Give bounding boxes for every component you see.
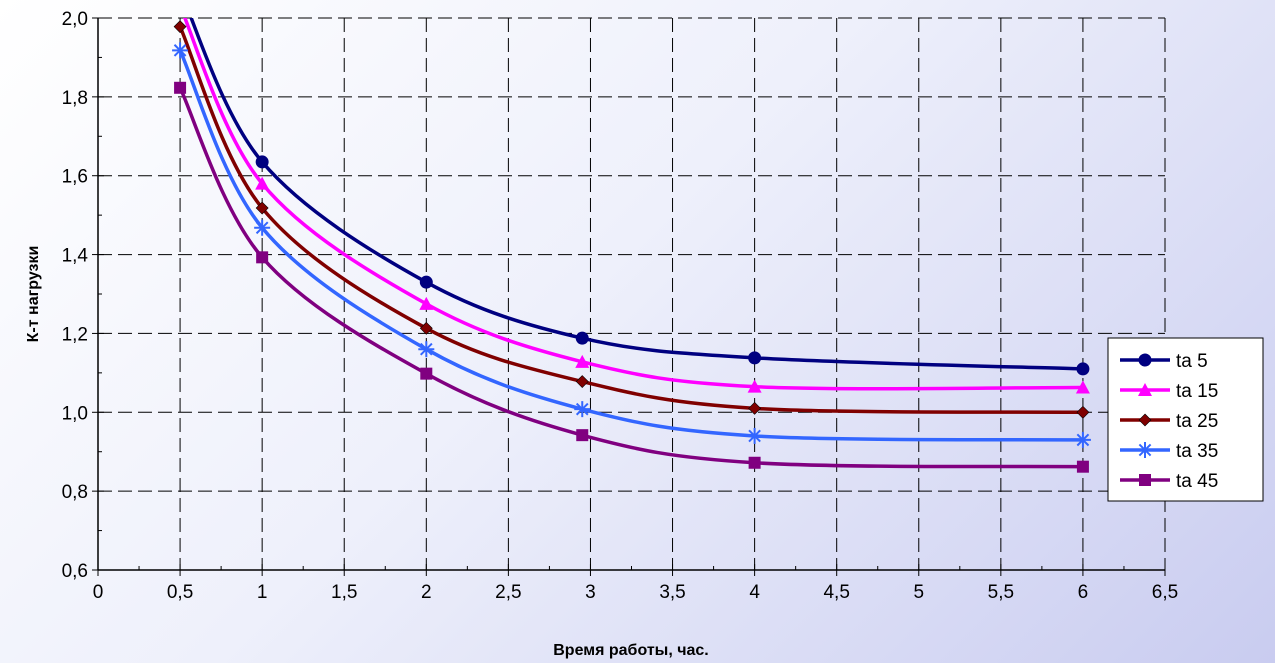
- x-tick-label: 6: [1078, 582, 1089, 603]
- x-tick-label: 3,5: [659, 582, 685, 603]
- data-point: [255, 201, 269, 215]
- legend: ta 5 ta 15 ta 25 ta 35 ta 45: [1107, 337, 1264, 502]
- legend-item: ta 25: [1120, 411, 1218, 432]
- legend-label: ta 15: [1176, 381, 1218, 402]
- data-point: [1076, 460, 1089, 473]
- x-tick-label: 2,5: [495, 582, 521, 603]
- y-tick-label: 1,4: [62, 246, 89, 267]
- y-axis-title: К-т нагрузки: [25, 246, 42, 343]
- y-tick-label: 2,0: [62, 9, 88, 30]
- x-tick-label: 0,5: [167, 582, 193, 603]
- x-tick-label: 2: [421, 582, 432, 603]
- series-line-2: [183, 18, 1083, 391]
- x-tick-labels: 0 0,5 1 1,5 2 2,5 3 3,5 4 4,5 5 5,5 6 6,5: [93, 582, 1179, 603]
- legend-label: ta 25: [1176, 411, 1218, 432]
- data-point: [254, 219, 271, 236]
- plot-area: [98, 18, 1165, 570]
- y-tick-label: 0,8: [62, 482, 88, 503]
- data-point: [172, 42, 189, 59]
- grid-lines: [98, 17, 1166, 570]
- y-tick-label: 1,0: [62, 403, 88, 424]
- data-point: [576, 429, 589, 442]
- series-line-5: [178, 87, 1083, 469]
- legend-item: ta 15: [1120, 381, 1218, 402]
- y-tick-label: 0,6: [62, 561, 88, 582]
- legend-label: ta 5: [1176, 351, 1208, 372]
- series-line-1: [189, 18, 1083, 371]
- data-point: [748, 456, 761, 469]
- data-point: [173, 20, 187, 34]
- series-line-3: [178, 25, 1083, 415]
- legend-marker: [1138, 413, 1152, 427]
- x-tick-label: 0: [93, 582, 104, 603]
- data-point: [574, 401, 591, 418]
- data-point: [1076, 362, 1090, 376]
- data-point: [1076, 405, 1090, 419]
- y-tick-label: 1,2: [62, 324, 88, 345]
- data-point: [1075, 380, 1090, 394]
- legend-marker: [1139, 474, 1151, 486]
- x-tick-label: 5,5: [988, 582, 1014, 603]
- legend-item: ta 5: [1120, 351, 1208, 372]
- data-point: [255, 155, 269, 169]
- y-tick-labels: 0,6 0,8 1,0 1,2 1,4 1,6 1,8 2,0: [62, 9, 89, 582]
- y-tick-label: 1,8: [62, 88, 88, 109]
- legend-label: ta 35: [1176, 441, 1218, 462]
- x-tick-label: 3: [585, 582, 596, 603]
- y-tick-label: 1,6: [62, 167, 88, 188]
- data-point: [748, 401, 762, 415]
- legend-marker: [1138, 353, 1152, 367]
- legend-item: ta 35: [1120, 441, 1218, 462]
- data-point: [419, 296, 434, 310]
- x-axis-title: Время работы, час.: [553, 642, 708, 659]
- data-point: [420, 367, 433, 380]
- x-tick-label: 1,5: [331, 582, 357, 603]
- legend-marker: [1138, 383, 1152, 396]
- x-tick-label: 1: [257, 582, 268, 603]
- data-point: [1074, 431, 1091, 448]
- series-line-4: [178, 49, 1083, 442]
- data-point: [575, 354, 590, 368]
- legend-item: ta 45: [1120, 471, 1218, 492]
- data-point: [748, 351, 762, 365]
- data-point: [255, 176, 270, 190]
- legend-label: ta 45: [1176, 471, 1218, 492]
- data-point: [419, 321, 433, 335]
- x-tick-label: 4: [749, 582, 760, 603]
- data-point: [575, 331, 589, 345]
- x-tick-label: 6,5: [1152, 582, 1178, 603]
- data-point: [746, 427, 763, 444]
- x-tick-label: 4,5: [823, 582, 849, 603]
- legend-marker: [1137, 442, 1153, 458]
- axes: [92, 17, 1166, 576]
- data-point: [747, 379, 762, 393]
- data-point: [575, 375, 589, 388]
- series-group: [178, 18, 1083, 469]
- markers-group: [172, 20, 1091, 473]
- data-point: [174, 81, 187, 94]
- x-tick-label: 5: [913, 582, 924, 603]
- data-point: [418, 341, 435, 358]
- data-point: [256, 251, 269, 264]
- data-point: [419, 275, 433, 289]
